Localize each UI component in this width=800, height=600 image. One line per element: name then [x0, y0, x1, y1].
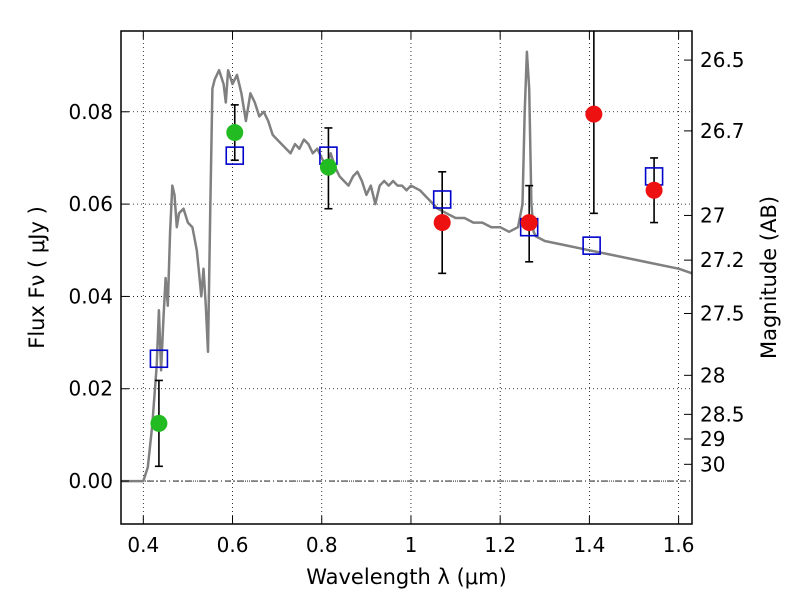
- y2-tick-label: 27.5: [700, 301, 745, 325]
- observed-nir-point: [520, 214, 538, 232]
- observed-nir-point: [645, 181, 663, 199]
- x-tick-label: 1.2: [484, 533, 516, 557]
- model-photometry-point: [582, 236, 601, 255]
- observed-nir-point: [585, 105, 603, 123]
- y2-tick-label: 30: [700, 452, 725, 476]
- model-photometry-point: [149, 349, 169, 369]
- y-tick-label: 0.04: [68, 284, 113, 308]
- y-axis-title: Flux Fν ( μJy ): [25, 206, 49, 349]
- data-markers: [149, 105, 664, 432]
- y2-tick-label: 28.5: [700, 402, 745, 426]
- x-axis-title: Wavelength λ (μm): [306, 565, 507, 589]
- x-tick-label: 1.6: [663, 533, 695, 557]
- model-spectrum: [121, 50, 693, 483]
- x-tick-label: 1.4: [573, 533, 605, 557]
- y-tick-label: 0.02: [68, 377, 113, 401]
- y2-tick-label: 27.2: [700, 248, 745, 272]
- plot-frame: [120, 30, 693, 525]
- observed-optical-point: [150, 414, 168, 432]
- axis-ticks: [121, 31, 692, 524]
- x-tick-label: 0.8: [306, 533, 338, 557]
- x-tick-label: 0.4: [127, 533, 159, 557]
- model-spectrum-line: [121, 50, 693, 483]
- x-tick-label: 0.6: [217, 533, 249, 557]
- model-photometry-point: [225, 146, 245, 165]
- grid-lines: [121, 31, 692, 524]
- y2-tick-label: 26.7: [700, 119, 745, 143]
- observed-optical-point: [226, 124, 244, 142]
- observed-optical-point: [319, 158, 337, 176]
- tick-labels: 0.4 0.6 0.8 1 1.2 1.4 1.6 0.00 0.02 0.04 0.06 0.08 2…: [68, 48, 744, 557]
- y2-tick-label: 29: [700, 427, 725, 451]
- y2-tick-label: 28: [700, 363, 725, 387]
- y2-tick-label: 26.5: [700, 48, 745, 72]
- model-photometry-point: [432, 190, 452, 209]
- y-tick-label: 0.00: [68, 469, 113, 493]
- y-tick-label: 0.06: [68, 192, 113, 216]
- observed-nir-point: [433, 214, 451, 232]
- x-tick-label: 1: [405, 533, 418, 557]
- y2-tick-label: 27: [700, 203, 725, 227]
- y2-axis-title: Magnitude (AB): [757, 196, 781, 359]
- y-tick-label: 0.08: [68, 100, 113, 124]
